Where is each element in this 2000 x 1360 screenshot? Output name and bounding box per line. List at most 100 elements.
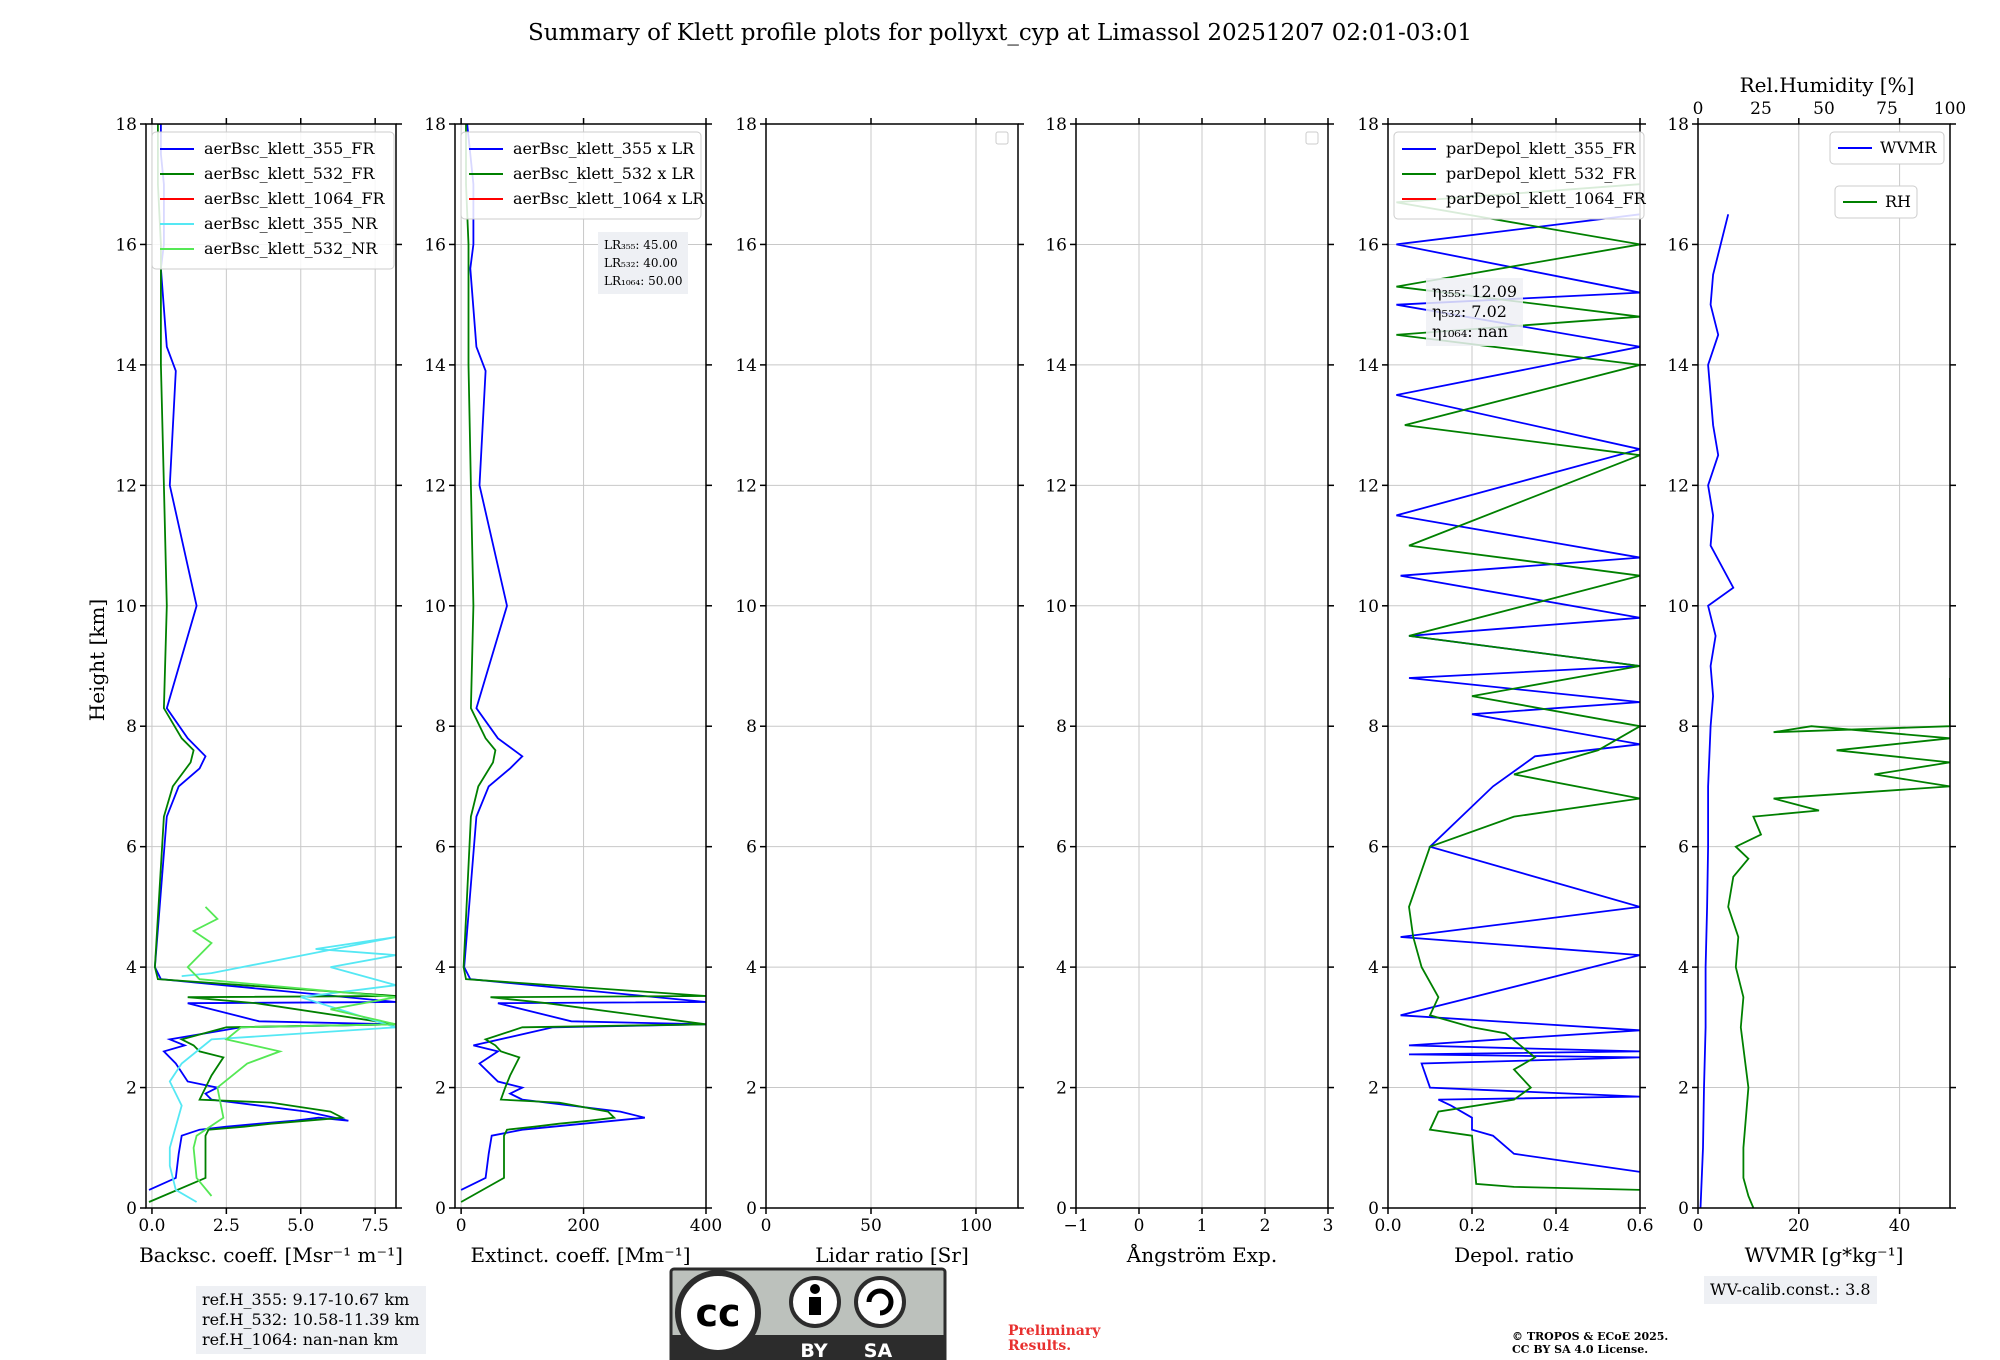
page-title: Summary of Klett profile plots for polly… bbox=[527, 20, 1473, 46]
rh-tick-label: 0 bbox=[1693, 99, 1704, 119]
y-tick-label: 18 bbox=[115, 115, 137, 135]
y-tick-label: 8 bbox=[1678, 717, 1689, 737]
rh-tick-label: 100 bbox=[1934, 99, 1966, 119]
series-line-0 bbox=[148, 124, 396, 1191]
rh-tick-label: 25 bbox=[1750, 99, 1772, 119]
x-axis-label: Depol. ratio bbox=[1454, 1243, 1574, 1267]
legend-entry: aerBsc_klett_1064_FR bbox=[204, 189, 386, 208]
y-tick-label: 12 bbox=[1667, 476, 1689, 496]
y-tick-label: 0 bbox=[1678, 1199, 1689, 1219]
eta-355: η₃₅₅: 12.09 bbox=[1432, 282, 1518, 301]
y-tick-label: 0 bbox=[746, 1199, 757, 1219]
y-tick-label: 2 bbox=[1056, 1079, 1067, 1099]
y-tick-label: 10 bbox=[115, 597, 137, 617]
y-tick-label: 6 bbox=[126, 838, 137, 858]
legend-entry: aerBsc_klett_1064 x LR bbox=[513, 189, 705, 208]
axes-frame bbox=[1075, 123, 1329, 1209]
x-tick-label: 40 bbox=[1889, 1216, 1911, 1236]
y-axis-label: Height [km] bbox=[85, 599, 109, 721]
y-tick-label: 0 bbox=[126, 1199, 137, 1219]
empty-legend-box bbox=[1305, 131, 1319, 145]
cc-icon bbox=[675, 1270, 761, 1356]
y-tick-label: 4 bbox=[1368, 958, 1379, 978]
y-tick-label: 8 bbox=[746, 717, 757, 737]
y-tick-label: 6 bbox=[746, 838, 757, 858]
x-tick-label: 0 bbox=[1693, 1216, 1704, 1236]
x-tick-label: 7.5 bbox=[362, 1216, 389, 1236]
x-tick-label: 200 bbox=[567, 1216, 599, 1236]
y-tick-label: 10 bbox=[1045, 597, 1067, 617]
axes-frame bbox=[145, 123, 397, 1209]
y-tick-label: 8 bbox=[126, 717, 137, 737]
share-alike-icon bbox=[854, 1276, 906, 1328]
y-tick-label: 2 bbox=[1368, 1079, 1379, 1099]
y-tick-label: 14 bbox=[1667, 356, 1689, 376]
y-tick-label: 6 bbox=[1056, 838, 1067, 858]
x-tick-label: 0 bbox=[761, 1216, 772, 1236]
y-tick-label: 16 bbox=[115, 235, 137, 255]
legend-entry: aerBsc_klett_532 x LR bbox=[513, 164, 695, 183]
y-tick-label: 16 bbox=[1045, 235, 1067, 255]
x-tick-label: 2.5 bbox=[213, 1216, 240, 1236]
legend-box bbox=[460, 131, 702, 220]
x-tick-label: 0.0 bbox=[1374, 1216, 1401, 1236]
y-tick-label: 8 bbox=[1368, 717, 1379, 737]
x-tick-label: 1 bbox=[1197, 1216, 1208, 1236]
y-tick-label: 14 bbox=[1357, 356, 1379, 376]
y-tick-label: 16 bbox=[735, 235, 757, 255]
axes-frame bbox=[765, 123, 1019, 1209]
y-tick-label: 14 bbox=[115, 356, 137, 376]
y-tick-label: 10 bbox=[424, 597, 446, 617]
y-tick-label: 18 bbox=[735, 115, 757, 135]
x-tick-label: −1 bbox=[1063, 1216, 1088, 1236]
legend-entry: parDepol_klett_1064_FR bbox=[1446, 189, 1647, 208]
y-tick-label: 16 bbox=[424, 235, 446, 255]
ref-height-box: ref.H_355: 9.17-10.67 km ref.H_532: 10.5… bbox=[196, 1286, 426, 1354]
y-tick-label: 18 bbox=[1667, 115, 1689, 135]
series-line-0 bbox=[460, 124, 706, 1191]
y-tick-label: 2 bbox=[1678, 1079, 1689, 1099]
y-tick-label: 14 bbox=[1045, 356, 1067, 376]
cc-license-logo[interactable]: cc BY SA bbox=[669, 1267, 947, 1360]
y-tick-label: 12 bbox=[424, 476, 446, 496]
y-tick-label: 4 bbox=[126, 958, 137, 978]
y-tick-label: 10 bbox=[735, 597, 757, 617]
legend-entry: aerBsc_klett_355_NR bbox=[204, 214, 378, 233]
y-tick-label: 6 bbox=[1678, 838, 1689, 858]
legend-entry: parDepol_klett_355_FR bbox=[1446, 139, 1637, 158]
x-axis-label: Lidar ratio [Sr] bbox=[815, 1243, 969, 1267]
x-axis-label: Ångström Exp. bbox=[1126, 1242, 1277, 1267]
y-tick-label: 12 bbox=[1357, 476, 1379, 496]
series-line-4 bbox=[186, 906, 396, 1197]
ref-h-355: ref.H_355: 9.17-10.67 km bbox=[202, 1290, 410, 1309]
empty-legend-box bbox=[995, 131, 1009, 145]
series-line-1 bbox=[460, 124, 706, 1203]
x-tick-label: 0.0 bbox=[138, 1216, 165, 1236]
svg-text:SA: SA bbox=[864, 1340, 893, 1360]
legend-entry: WVMR bbox=[1880, 138, 1937, 157]
y-tick-label: 18 bbox=[1357, 115, 1379, 135]
x-tick-label: 100 bbox=[960, 1216, 992, 1236]
series-line-1 bbox=[1396, 183, 1640, 1191]
y-tick-label: 4 bbox=[1678, 958, 1689, 978]
axes-frame bbox=[1387, 123, 1641, 1209]
axes-frame bbox=[1697, 123, 1951, 1209]
preliminary-label: Preliminary Results. bbox=[1008, 1323, 1101, 1354]
axes-frame bbox=[454, 123, 707, 1209]
lr-box: LR₃₅₅: 45.00 LR₅₃₂: 40.00 LR₁₀₆₄: 50.00 bbox=[598, 232, 689, 294]
y-tick-label: 0 bbox=[1056, 1199, 1067, 1219]
legend-entry: aerBsc_klett_532_NR bbox=[204, 239, 378, 258]
rh-axis-label: Rel.Humidity [%] bbox=[1740, 73, 1915, 97]
x-tick-label: 0 bbox=[1134, 1216, 1145, 1236]
series-line-0 bbox=[1699, 214, 1735, 1208]
x-tick-label: 2 bbox=[1260, 1216, 1271, 1236]
eta-1064: η₁₀₆₄: nan bbox=[1432, 322, 1508, 341]
y-tick-label: 14 bbox=[735, 356, 757, 376]
eta-532: η₅₃₂: 7.02 bbox=[1432, 302, 1507, 321]
svg-text:BY: BY bbox=[800, 1340, 827, 1360]
x-tick-label: 0.2 bbox=[1458, 1216, 1485, 1236]
y-tick-label: 8 bbox=[1056, 717, 1067, 737]
legend-entry: aerBsc_klett_355_FR bbox=[204, 139, 375, 158]
